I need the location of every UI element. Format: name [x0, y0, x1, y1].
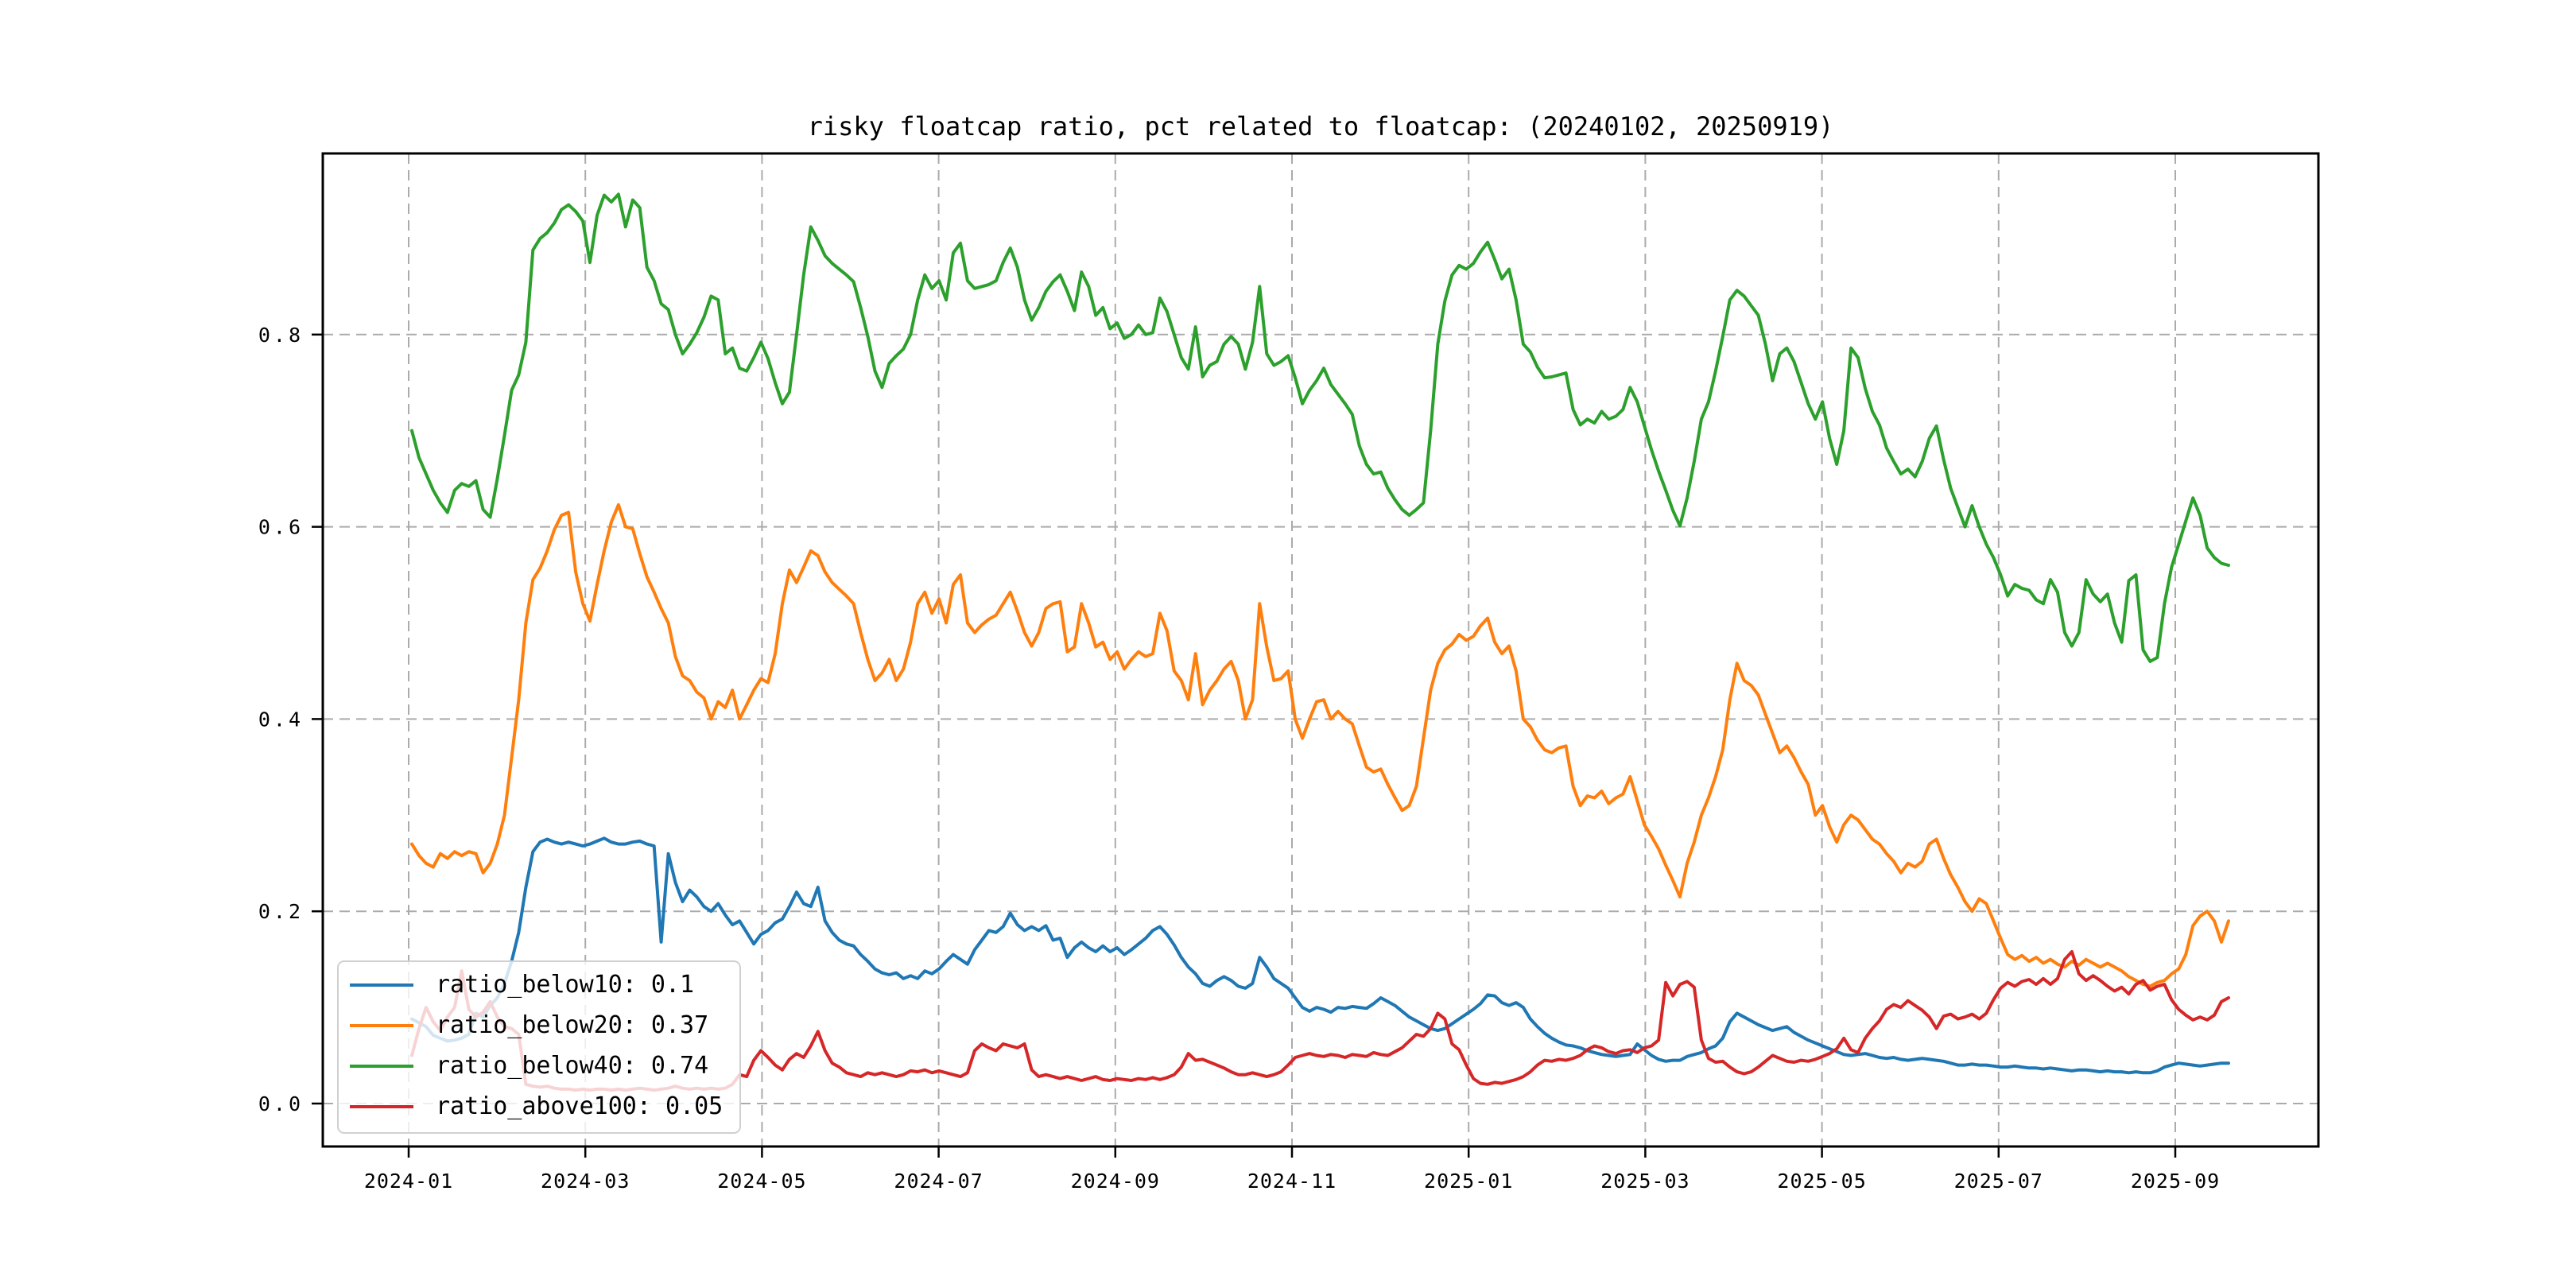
x-tick-label: 2025-09 — [2131, 1170, 2220, 1193]
legend-item-ratio-below20: ratio_below20: 0.37 — [350, 1005, 739, 1046]
x-tick-label: 2024-09 — [1071, 1170, 1160, 1193]
series-line-ratio_below20 — [410, 502, 2230, 988]
legend-item-ratio-below40: ratio_below40: 0.74 — [350, 1046, 739, 1086]
legend-line-sample-blue — [350, 983, 413, 987]
y-tick-label: 0.6 — [258, 516, 304, 539]
series-line-ratio_below40 — [410, 192, 2230, 663]
legend: ratio_below10: 0.1 ratio_below20: 0.37 r… — [337, 960, 741, 1134]
legend-label: ratio_above100: 0.05 — [436, 1092, 724, 1120]
x-tick-label: 2024-03 — [541, 1170, 630, 1193]
x-tick-label: 2024-01 — [364, 1170, 453, 1193]
legend-item-ratio-below10: ratio_below10: 0.1 — [350, 964, 739, 1005]
y-tick-label: 0.4 — [258, 708, 304, 731]
legend-label: ratio_below10: 0.1 — [436, 971, 695, 999]
x-tick-label: 2025-07 — [1954, 1170, 2043, 1193]
y-tick-label: 0.0 — [258, 1092, 304, 1115]
x-tick-label: 2024-11 — [1247, 1170, 1336, 1193]
x-tick-label: 2025-01 — [1424, 1170, 1513, 1193]
legend-line-sample-orange — [350, 1023, 413, 1027]
x-tick-label: 2025-05 — [1777, 1170, 1866, 1193]
series-line-ratio_below10 — [410, 836, 2230, 1075]
legend-label: ratio_below20: 0.37 — [436, 1011, 709, 1039]
legend-line-sample-green — [350, 1064, 413, 1068]
x-tick-label: 2024-07 — [894, 1170, 983, 1193]
y-tick-label: 0.2 — [258, 900, 304, 923]
legend-line-sample-red — [350, 1104, 413, 1108]
axes-frame — [321, 152, 2320, 1148]
x-tick-label: 2024-05 — [717, 1170, 806, 1193]
chart-title: risky floatcap ratio, pct related to flo… — [807, 111, 1834, 142]
x-tick-label: 2025-03 — [1600, 1170, 1690, 1193]
legend-label: ratio_below40: 0.74 — [436, 1052, 709, 1080]
legend-item-ratio-above100: ratio_above100: 0.05 — [350, 1086, 739, 1127]
y-tick-label: 0.8 — [258, 324, 304, 347]
